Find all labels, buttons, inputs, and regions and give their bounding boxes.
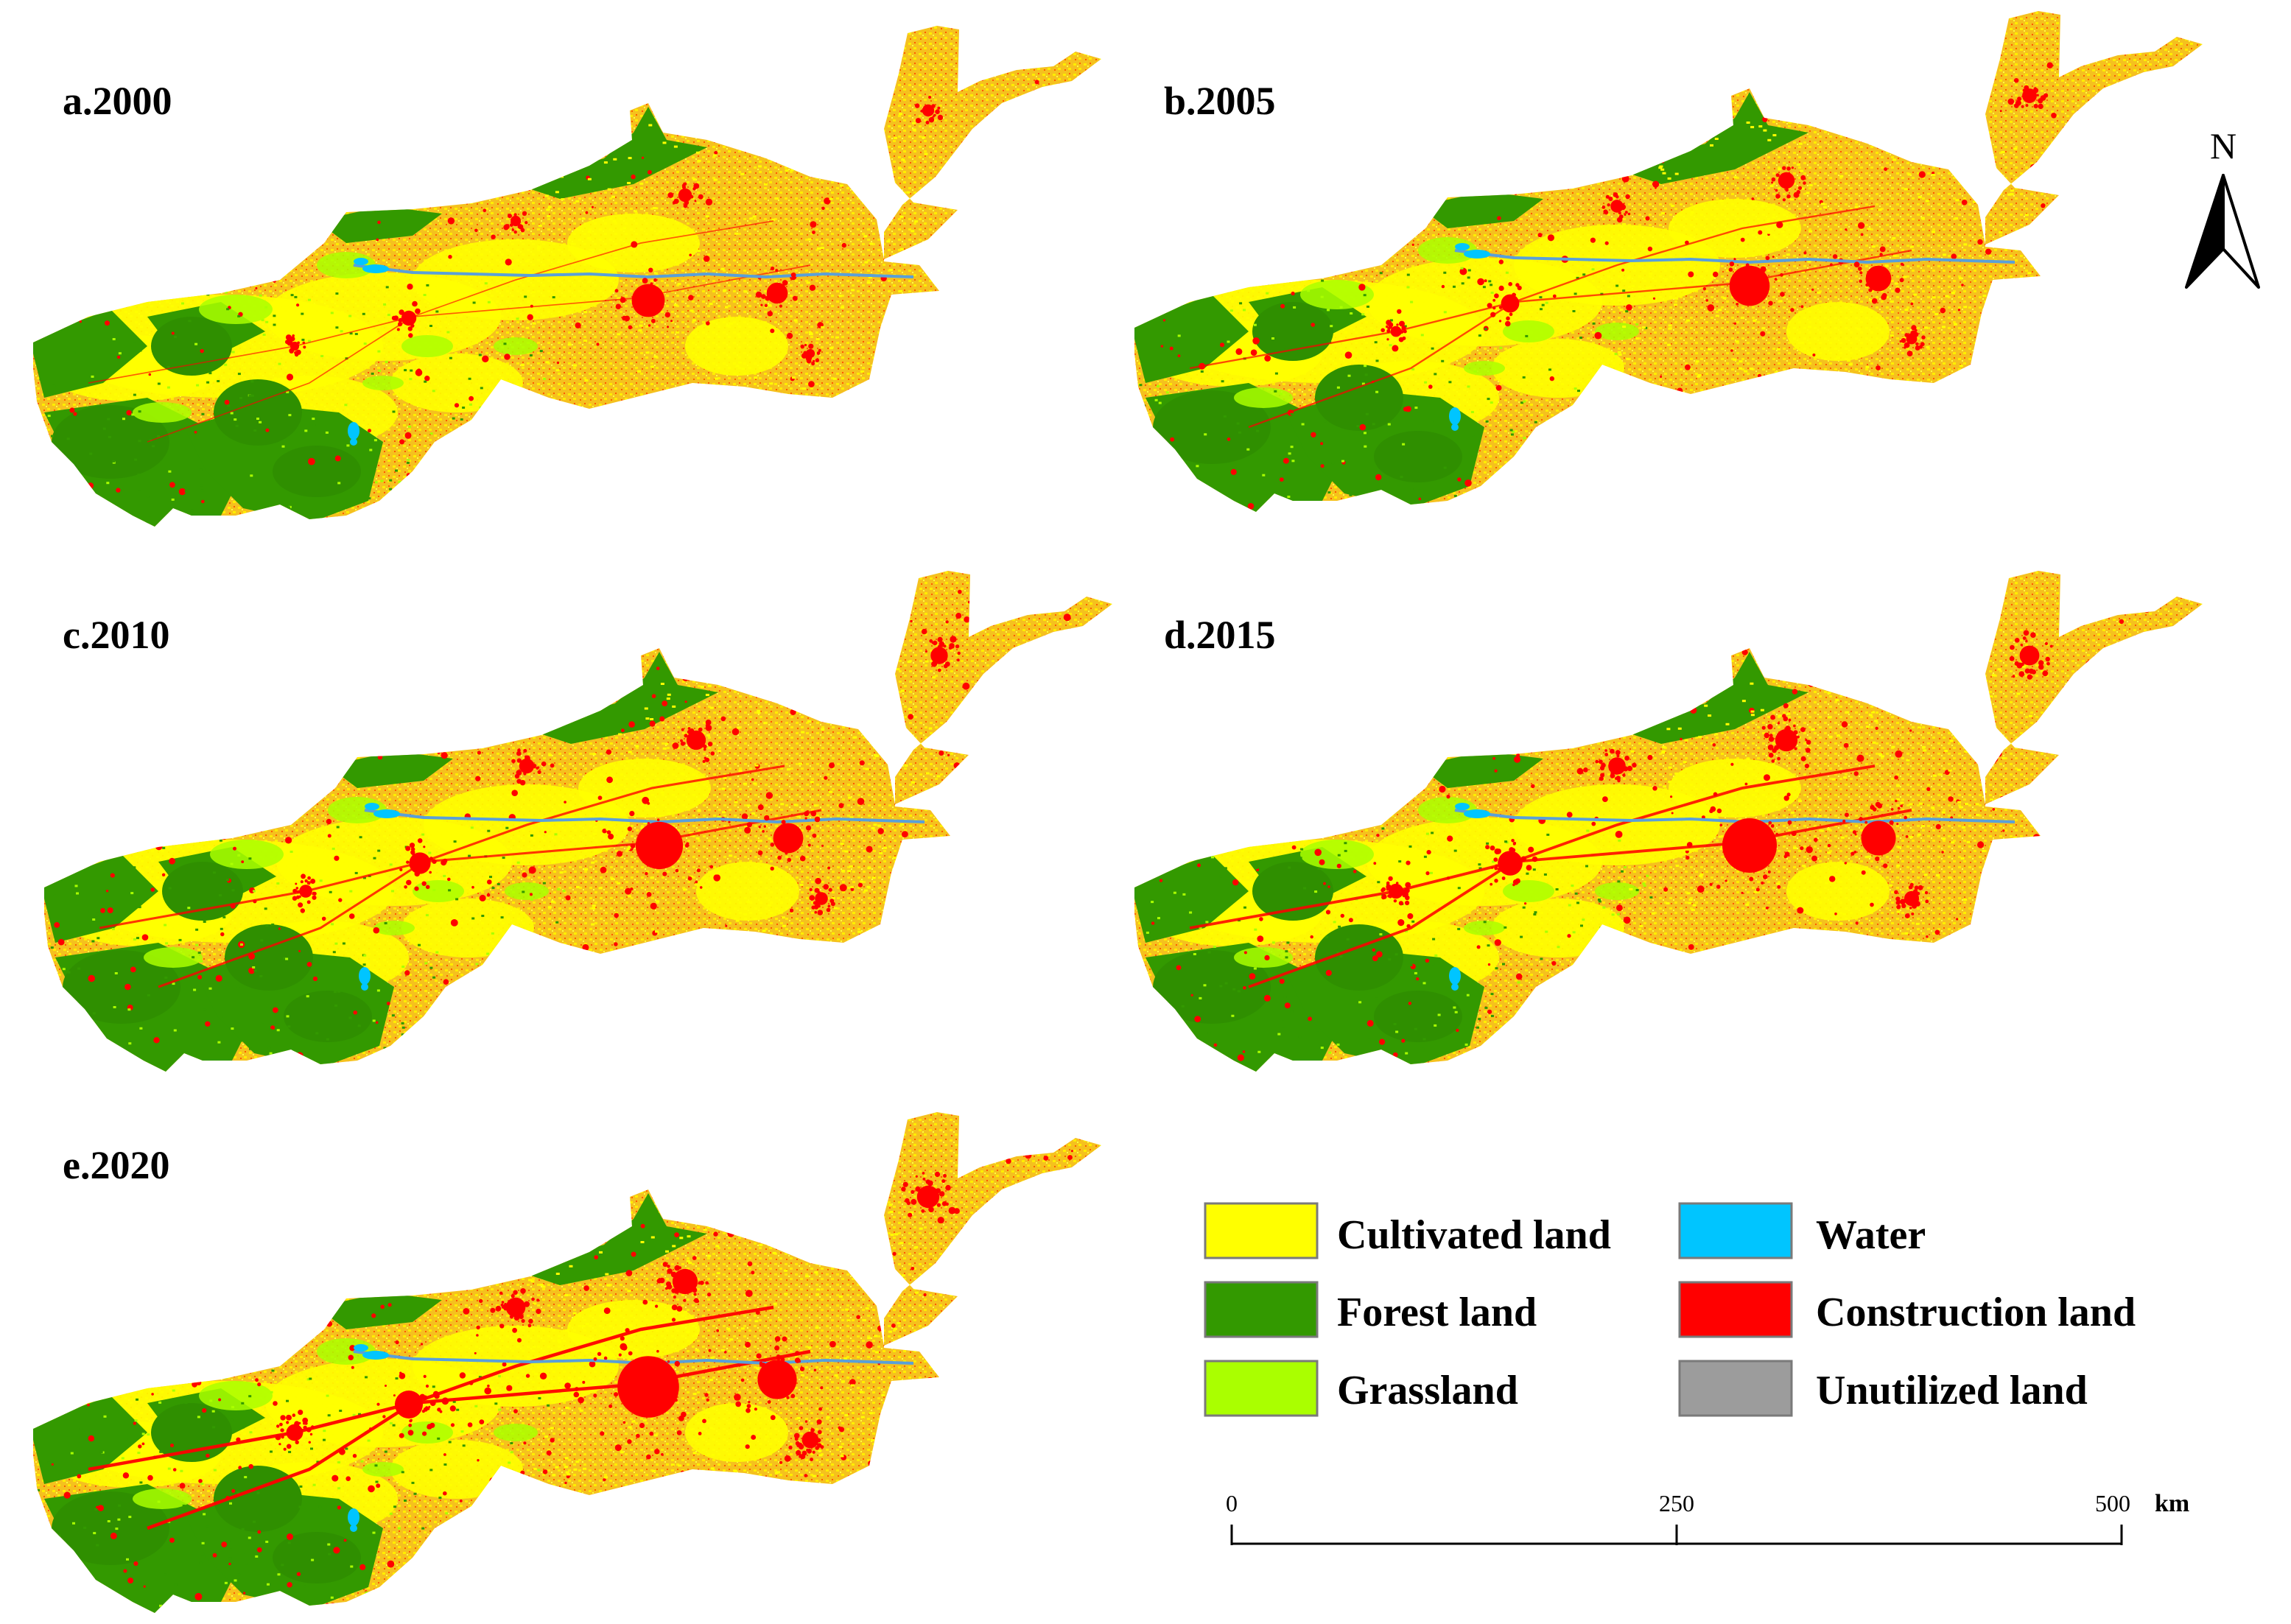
urban-area	[510, 215, 522, 227]
urban-area	[635, 821, 684, 870]
scale-bar-label-500: 500	[2095, 1490, 2130, 1516]
urban-area	[1904, 890, 1920, 907]
urban-area	[1778, 172, 1795, 189]
map-panel-3: c.2010	[44, 571, 1112, 1072]
urban-area	[299, 885, 312, 898]
legend-label-cultivated-land: Cultivated land	[1337, 1212, 1611, 1258]
urban-area	[1861, 820, 1896, 856]
scale-bar: 0 250 500 km	[1226, 1490, 2189, 1545]
urban-area	[1775, 728, 1798, 752]
urban-area	[401, 310, 417, 326]
urban-area	[773, 823, 804, 854]
panel-label: b.2005	[1164, 79, 1276, 123]
urban-area	[395, 1391, 423, 1419]
legend: Cultivated land Water Forest land Constr…	[1204, 1202, 2136, 1417]
land-use-map	[33, 26, 1101, 527]
legend-swatch-forest-land	[1204, 1281, 1319, 1338]
scale-bar-unit: km	[2155, 1490, 2189, 1517]
urban-area	[1610, 200, 1624, 213]
legend-swatch-grassland	[1204, 1360, 1319, 1417]
legend-label-water: Water	[1816, 1212, 1926, 1258]
urban-area	[1388, 883, 1404, 899]
river	[364, 809, 925, 824]
legend-swatch-water	[1678, 1202, 1793, 1259]
urban-area	[1608, 757, 1626, 775]
panel-label: a.2000	[63, 79, 172, 123]
urban-area	[1722, 818, 1777, 873]
panel-label: d.2015	[1164, 613, 1276, 657]
legend-label-grassland: Grassland	[1337, 1368, 1518, 1413]
urban-area	[916, 1185, 940, 1209]
urban-area	[2022, 88, 2037, 103]
legend-swatch-cultivated-land	[1204, 1202, 1319, 1259]
urban-area	[672, 1268, 698, 1295]
urban-area	[2019, 645, 2040, 666]
urban-area	[1390, 326, 1402, 337]
land-use-map	[33, 1112, 1101, 1613]
north-arrow-icon: N	[2185, 125, 2260, 289]
map-panel-5: e.2020	[33, 1112, 1101, 1613]
urban-area	[930, 647, 948, 664]
land-use-map	[1134, 11, 2203, 512]
urban-area	[519, 758, 535, 774]
urban-area	[801, 1431, 819, 1449]
north-label: N	[2210, 125, 2236, 166]
urban-area	[505, 1297, 526, 1318]
panel-label: e.2020	[63, 1143, 169, 1187]
urban-area	[409, 852, 431, 874]
urban-area	[766, 282, 788, 304]
urban-area	[922, 104, 935, 117]
urban-area	[617, 1356, 679, 1418]
legend-label-construction-land: Construction land	[1816, 1290, 2136, 1335]
legend-label-unutilized-land: Unutilized land	[1816, 1368, 2088, 1413]
urban-area	[757, 1360, 797, 1399]
urban-area	[286, 1424, 304, 1441]
river	[1454, 809, 2015, 824]
map-panel-2: b.2005	[1134, 11, 2203, 512]
urban-area	[686, 730, 706, 751]
urban-area	[1501, 294, 1520, 313]
land-use-map	[1134, 571, 2203, 1072]
north-arrow-right-half	[2222, 174, 2260, 289]
legend-label-forest-land: Forest land	[1337, 1290, 1537, 1335]
map-panel-1: a.2000	[33, 26, 1101, 527]
map-panel-4: d.2015	[1134, 571, 2203, 1072]
river	[1454, 249, 2015, 264]
legend-swatch-construction-land	[1678, 1281, 1793, 1338]
urban-area	[1729, 265, 1770, 306]
urban-area	[678, 188, 692, 203]
legend-swatch-unutilized-land	[1678, 1360, 1793, 1417]
scale-bar-label-0: 0	[1226, 1490, 1238, 1516]
urban-area	[631, 284, 665, 317]
urban-area	[1865, 265, 1892, 292]
north-arrow-left-half	[2185, 174, 2225, 289]
land-use-map	[44, 571, 1112, 1072]
scale-bar-label-250: 250	[1659, 1490, 1694, 1516]
urban-area	[1498, 851, 1523, 876]
panel-label: c.2010	[63, 613, 169, 657]
